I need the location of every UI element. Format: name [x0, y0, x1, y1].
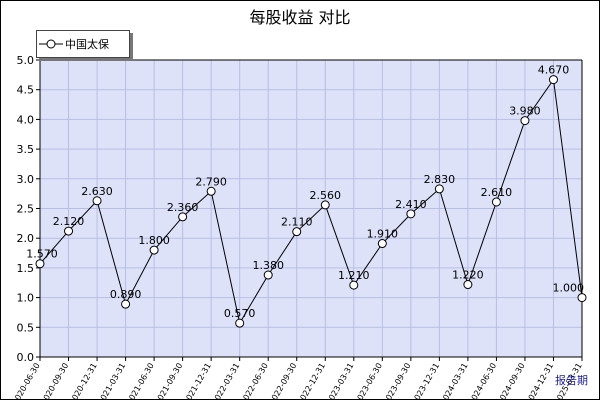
y-tick-label: 2.0 [17, 232, 35, 245]
y-tick-label: 4.0 [17, 113, 35, 126]
data-label: 1.000 [553, 282, 585, 295]
data-point [292, 227, 302, 237]
chart-title: 每股收益 对比 [249, 8, 351, 27]
x-tick-label: 2023-03-31 [324, 362, 355, 400]
data-point [64, 226, 74, 236]
data-label: 1.380 [252, 259, 284, 272]
x-tick-label: 2023-12-31 [410, 362, 441, 400]
x-tick-label: 2021-03-31 [96, 362, 127, 400]
data-label: 1.910 [367, 228, 399, 241]
data-label: 2.360 [167, 201, 199, 214]
series-line [39, 78, 583, 325]
x-tick-label: 2024-06-30 [467, 361, 498, 400]
x-tick-label: 2021-06-30 [125, 362, 156, 400]
data-label: 2.560 [310, 189, 342, 202]
x-tick-label: 2022-06-30 [239, 362, 270, 400]
data-label: 2.790 [195, 175, 227, 188]
x-tick-label: 2023-06-30 [353, 362, 384, 400]
data-label: 2.630 [81, 185, 113, 198]
x-tick-label: 2024-03-31 [439, 362, 470, 400]
y-tick-label: 3.5 [17, 143, 35, 156]
x-tick-label: 2020-06-30 [11, 362, 42, 400]
data-point [434, 184, 444, 194]
x-tick-label: 2023-09-30 [382, 362, 413, 400]
x-tick-label: 2021-12-31 [182, 362, 213, 400]
data-point [178, 212, 188, 222]
x-tick-label: 2020-12-31 [68, 362, 99, 400]
y-tick-label: 1.0 [17, 292, 35, 305]
data-label: 3.980 [509, 105, 541, 118]
data-point [35, 259, 45, 269]
data-point [235, 318, 245, 328]
data-point [349, 280, 359, 290]
x-tick-label: 2022-09-30 [267, 362, 298, 400]
y-tick-label: 4.5 [17, 84, 35, 97]
x-tick-label: 2024-09-30 [496, 362, 527, 400]
data-point [463, 280, 473, 290]
legend: 中国太保 [36, 30, 130, 58]
y-tick-label: 1.5 [17, 262, 35, 275]
data-point [577, 293, 587, 303]
data-point [149, 245, 159, 255]
data-point [491, 197, 501, 207]
y-tick-label: 3.0 [17, 173, 35, 186]
data-label: 2.610 [481, 186, 513, 199]
x-tick-label: 2020-09-30 [39, 362, 70, 400]
data-label: 2.410 [395, 198, 427, 211]
data-point [520, 116, 530, 126]
x-tick-label: 2022-03-31 [210, 362, 241, 400]
y-tick-label: 0.0 [17, 351, 35, 364]
data-point [92, 196, 102, 206]
data-point [121, 299, 131, 309]
y-tick-label: 0.5 [17, 321, 35, 334]
data-point [263, 270, 273, 280]
data-point [320, 200, 330, 210]
data-label: 1.210 [338, 269, 370, 282]
x-tick-label: 2021-09-30 [153, 362, 184, 400]
legend-label: 中国太保 [65, 38, 109, 51]
x-tick-label: 2024-12-31 [524, 362, 555, 400]
data-label: 0.570 [224, 307, 256, 320]
data-label: 2.110 [281, 216, 313, 229]
y-tick-label: 5.0 [17, 54, 35, 67]
data-point [377, 239, 387, 249]
data-label: 1.800 [138, 234, 170, 247]
data-label: 2.830 [424, 173, 456, 186]
x-tick-label: 2022-12-31 [296, 362, 327, 400]
data-label: 4.670 [538, 64, 570, 77]
data-label: 1.570 [26, 248, 58, 261]
data-point [206, 186, 216, 196]
x-axis-label: 报告期 [555, 374, 588, 387]
data-point [406, 209, 416, 219]
data-point [548, 75, 558, 85]
data-label: 2.120 [53, 215, 85, 228]
data-label: 1.220 [452, 269, 484, 282]
y-tick-label: 2.5 [17, 203, 35, 216]
legend-marker-icon [39, 39, 63, 49]
data-label: 0.890 [110, 288, 142, 301]
